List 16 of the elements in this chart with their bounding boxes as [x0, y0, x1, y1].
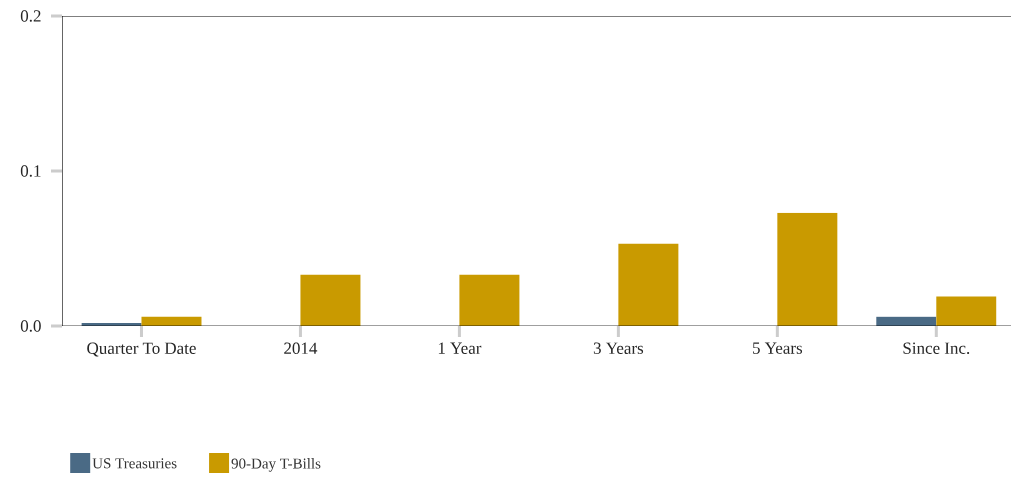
x-tick-label: Since Inc. — [903, 342, 970, 355]
x-tick-label: Quarter To Date — [87, 342, 196, 357]
x-tick-label: 2014 — [284, 342, 318, 355]
y-tick-label: 0.0 — [20, 320, 41, 332]
x-tick-label: 5 Years — [753, 342, 803, 354]
y-tick-label: 0.2 — [20, 10, 41, 22]
bar — [300, 274, 361, 326]
bar — [459, 274, 520, 326]
legend-label: US Treasuries — [92, 458, 177, 469]
x-tick-label: 3 Years — [593, 342, 644, 354]
y-tick-label: 0.1 — [20, 165, 41, 177]
bar — [936, 296, 997, 326]
bar — [618, 243, 679, 326]
bar — [777, 212, 838, 326]
x-tick-label: 1 Year — [438, 342, 482, 354]
legend-label: 90-Day T-Bills — [231, 458, 321, 472]
